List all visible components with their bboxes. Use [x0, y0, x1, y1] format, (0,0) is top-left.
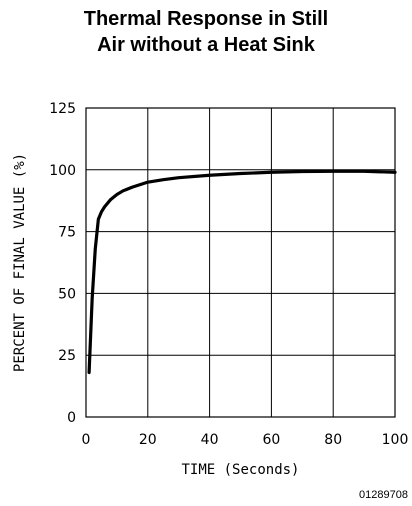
y-axis-ticks: 0 25 50 75 100 125	[49, 101, 76, 426]
plot-area-frame	[85, 107, 396, 418]
y-tick-label: 100	[49, 163, 76, 179]
x-tick-label: 40	[201, 432, 219, 448]
y-tick-label: 75	[58, 225, 76, 241]
x-tick-label: 100	[382, 432, 409, 448]
chart-title-line-2: Air without a Heat Sink	[97, 34, 315, 56]
x-tick-label: 20	[139, 432, 157, 448]
x-axis-ticks: 0 20 40 60 80 100	[82, 432, 409, 448]
grid	[85, 107, 396, 418]
y-axis-label: PERCENT OF FINAL VALUE (%)	[12, 153, 28, 372]
series-line	[87, 169, 397, 375]
x-axis-label: TIME (Seconds)	[181, 462, 299, 478]
x-tick-label: 60	[262, 432, 280, 448]
y-tick-label: 125	[49, 101, 76, 117]
x-tick-label: 80	[324, 432, 342, 448]
y-tick-label: 0	[67, 410, 76, 426]
y-tick-label: 25	[58, 348, 76, 364]
chart-title: Thermal Response in Still Air without a …	[0, 6, 412, 58]
chart-title-line-1: Thermal Response in Still	[83, 8, 329, 30]
y-tick-label: 50	[58, 286, 76, 302]
figure-id: 01289708	[359, 489, 408, 501]
x-tick-label: 0	[82, 432, 91, 448]
